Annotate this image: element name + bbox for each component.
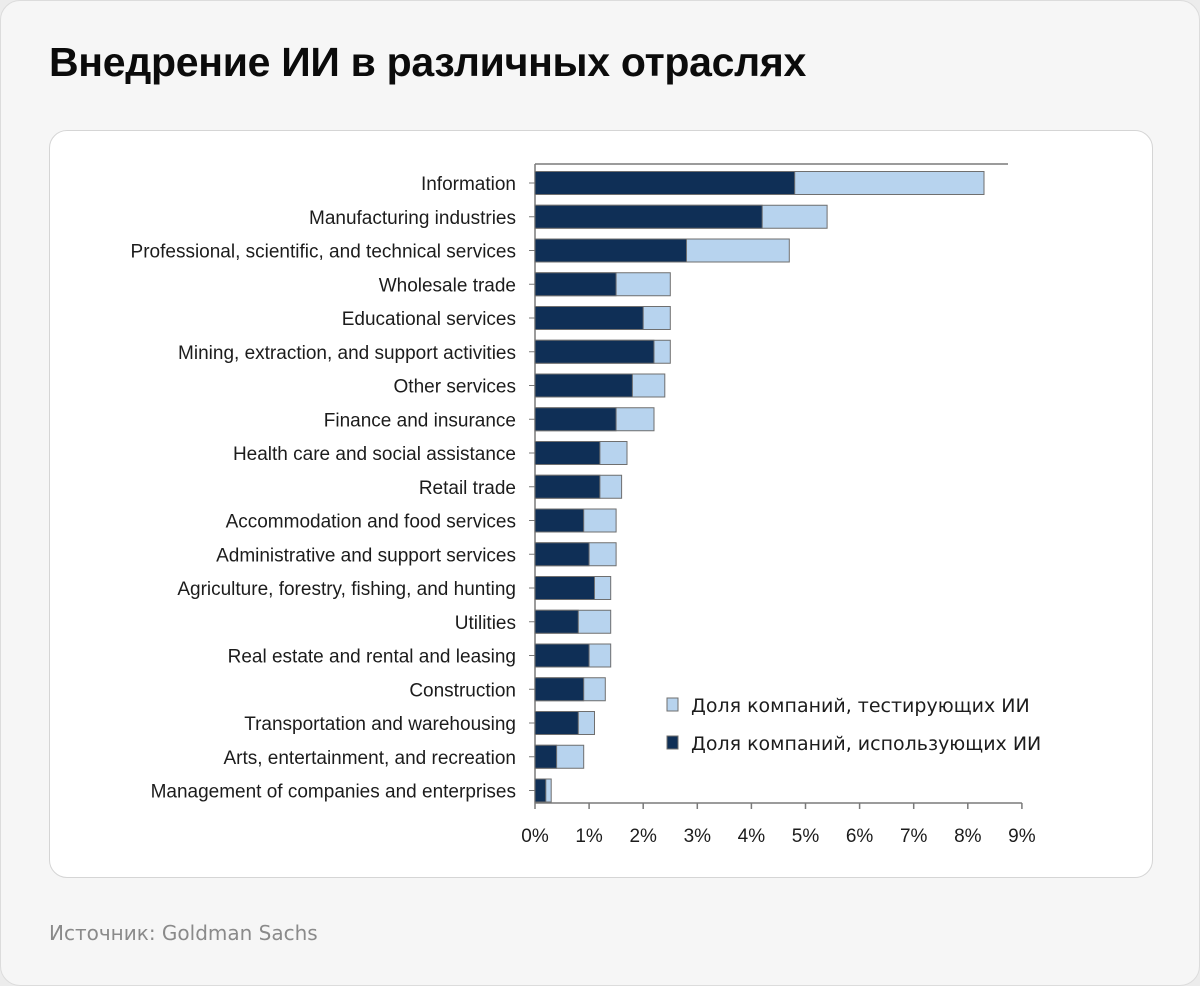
category-label: Administrative and support services <box>216 545 516 566</box>
bar-using <box>534 711 579 735</box>
category-label: Other services <box>394 377 516 398</box>
bar-using <box>534 339 655 364</box>
category-label: Health care and social assistance <box>233 444 516 465</box>
bar-using <box>534 677 585 702</box>
bar-using <box>534 643 590 668</box>
legend: Доля компаний, тестирующих ИИ Доля компан… <box>666 695 1041 755</box>
bar-using <box>534 778 547 803</box>
x-tick-label: 6% <box>846 826 874 847</box>
category-label: Arts, entertainment, and recreation <box>223 748 516 769</box>
category-label: Manufacturing industries <box>309 208 516 229</box>
x-tick-label: 0% <box>521 826 549 847</box>
category-label: Utilities <box>455 613 516 634</box>
category-label: Real estate and rental and leasing <box>228 647 516 668</box>
category-label: Educational services <box>342 309 516 330</box>
category-label: Management of companies and enterprises <box>151 782 516 803</box>
bar-using <box>534 508 585 533</box>
bar-using <box>534 171 796 195</box>
category-label: Agriculture, forestry, fishing, and hunt… <box>177 579 516 600</box>
category-label: Information <box>421 174 516 195</box>
bar-using <box>534 306 644 330</box>
bar-using <box>534 576 595 600</box>
chart-card: Information Manufacturing industries Profe… <box>49 130 1153 878</box>
x-tick-label: 7% <box>900 826 928 847</box>
legend-swatch <box>666 735 679 750</box>
x-tick-label: 2% <box>629 826 657 847</box>
category-labels: Information Manufacturing industries Profe… <box>131 174 516 803</box>
x-tick-label: 4% <box>738 826 766 847</box>
category-label: Construction <box>409 680 516 701</box>
category-label: Retail trade <box>419 478 516 499</box>
category-label: Wholesale trade <box>379 275 516 296</box>
x-tick-label: 5% <box>792 826 820 847</box>
legend-label: Доля компаний, использующих ИИ <box>691 733 1041 755</box>
category-label: Professional, scientific, and technical … <box>131 242 516 263</box>
bar-using <box>534 373 633 398</box>
bar-using <box>534 272 617 297</box>
bar-using <box>534 542 590 567</box>
category-label: Mining, extraction, and support activiti… <box>178 343 516 364</box>
category-label: Accommodation and food services <box>226 512 516 533</box>
source-note: Источник: Goldman Sachs <box>49 921 318 945</box>
bar-using <box>534 441 601 465</box>
x-tick-label: 8% <box>954 826 982 847</box>
legend-swatch <box>666 697 679 712</box>
category-label: Finance and insurance <box>324 410 516 431</box>
x-tick-labels: 0% 1% 2% 3% 4% 5% 6% 7% 8% 9% <box>521 826 1035 847</box>
bar-using <box>534 474 601 499</box>
bar-using <box>534 609 579 634</box>
page-title: Внедрение ИИ в различных отраслях <box>49 39 806 85</box>
bar-using <box>534 204 763 229</box>
bar-using <box>534 744 558 769</box>
x-tick-label: 1% <box>575 826 603 847</box>
x-tick-label: 9% <box>1008 826 1036 847</box>
x-tick-label: 3% <box>684 826 712 847</box>
legend-label: Доля компаний, тестирующих ИИ <box>691 695 1030 717</box>
category-label: Transportation and warehousing <box>244 714 516 735</box>
bar-using <box>534 407 617 432</box>
bars-layer <box>534 171 985 803</box>
bar-using <box>534 238 687 263</box>
bar-chart: Information Manufacturing industries Profe… <box>131 163 1041 847</box>
